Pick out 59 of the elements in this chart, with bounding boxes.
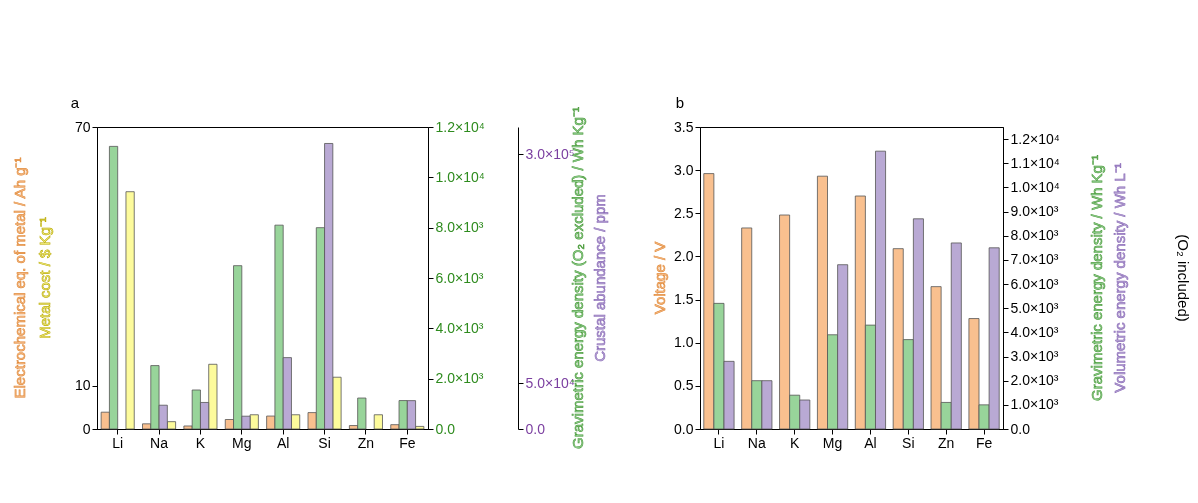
x-tick-label: K [790, 434, 801, 451]
x-tick-label: Si [902, 434, 915, 451]
y2-tick-label: 8.0×10³ [1010, 227, 1059, 244]
y2-tick-label: 7.0×10³ [1010, 251, 1059, 268]
y-tick-label: 0.0 [674, 420, 694, 437]
y2-tick-label: 1.1×10⁴ [1010, 154, 1060, 171]
text: Electrochemical eq. of metal / Ah g⁻¹ [11, 157, 28, 399]
bar [373, 414, 383, 430]
y2-axis-title: (O₂ included) [1175, 234, 1192, 322]
y2-tick-label: 3.0×10³ [1010, 348, 1059, 365]
chart-title: a [70, 94, 80, 111]
y2-tick-label: 4.0×10³ [435, 319, 484, 336]
text: Gravimetric energy density / Wh Kg⁻¹ [1088, 155, 1105, 401]
y2-tick-label: 1.0×10⁴ [1010, 178, 1060, 195]
y-tick-label: 3.5 [674, 118, 694, 135]
x-tick-label: Zn [357, 434, 375, 451]
text: Volumetric energy density / Wh L⁻¹ [1111, 163, 1128, 393]
chart-title: b [675, 94, 685, 111]
y2-tick-label: 1.2×10⁴ [1010, 130, 1060, 147]
y-tick-label: 0.5 [674, 377, 694, 394]
x-tick-label: Mg [822, 434, 843, 451]
y2-tick-label: 1.0×10⁴ [435, 168, 485, 185]
x-tick-label: Fe [975, 434, 993, 451]
y2-tick-label: 0.0 [1010, 420, 1031, 437]
y2-tick-label: 1.2×10⁴ [435, 118, 485, 135]
y-tick-label: 1.0 [674, 334, 694, 351]
x-tick-label: Na [747, 434, 766, 451]
y2-tick-label: 6.0×10³ [435, 269, 484, 286]
x-tick-label: Fe [399, 434, 416, 451]
y2-tick-label: 0.0 [435, 420, 456, 437]
y2-tick-label: 2.0×10³ [1010, 372, 1059, 389]
x-tick-label: Mg [232, 434, 252, 451]
y2-tick-label: 8.0×10³ [435, 219, 484, 236]
y2-tick-label: 9.0×10³ [1010, 203, 1059, 220]
y2-tick-label: 4.0×10³ [1010, 323, 1059, 340]
x-tick-label: Si [318, 434, 331, 451]
y-tick-label: 0 [82, 420, 91, 437]
text: Crustal abundance / ppm [591, 194, 608, 362]
x-tick-label: Na [150, 434, 169, 451]
y3-tick-label: 0.0 [525, 420, 546, 437]
x-tick-label: Li [713, 434, 725, 451]
x-tick-label: Al [276, 434, 290, 451]
y-tick-label: 70 [74, 118, 91, 135]
y-tick-label: 2.0 [674, 247, 694, 264]
y2-tick-label: 2.0×10³ [435, 370, 484, 387]
y2-tick-label: 6.0×10³ [1010, 275, 1059, 292]
y-tick-label: 10 [74, 377, 91, 394]
x-tick-label: Zn [938, 434, 955, 451]
y-tick-label: 1.5 [674, 291, 694, 308]
x-tick-label: K [195, 434, 206, 451]
y-tick-label: 3.0 [674, 161, 694, 178]
y-tick-label: 2.5 [674, 204, 694, 221]
text: Metal cost / $ Kg⁻¹ [36, 217, 53, 339]
y2-tick-label: 5.0×10³ [1010, 299, 1059, 316]
x-tick-label: Li [112, 434, 124, 451]
bar [125, 191, 135, 430]
text: Voltage / V [651, 241, 668, 315]
y2-tick-label: 1.0×10³ [1010, 396, 1059, 413]
x-tick-label: Al [864, 434, 877, 451]
